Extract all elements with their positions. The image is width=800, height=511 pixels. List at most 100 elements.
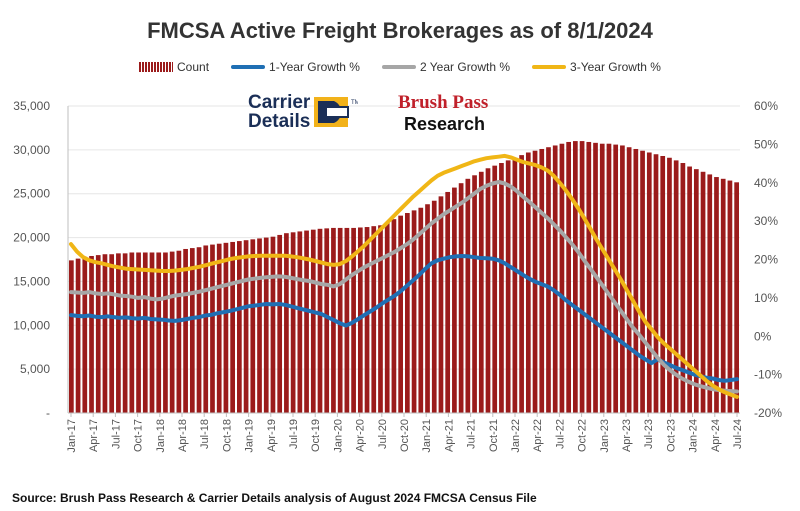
bar-count [499, 163, 504, 413]
bar-count [149, 252, 155, 413]
bar-count [250, 239, 256, 413]
brush-logo-line1: Brush Pass [398, 92, 489, 113]
bar-count [734, 182, 739, 413]
bar-count [512, 157, 518, 413]
bar-count [613, 144, 619, 413]
carrier-logo-tm: TM [351, 100, 358, 106]
x-tick-label: Jan-24 [688, 419, 700, 453]
bar-count [371, 226, 377, 413]
y-right-tick-label: 30% [754, 214, 778, 228]
bar-count [290, 232, 296, 413]
bar-count [237, 241, 242, 413]
bar-count [324, 228, 330, 413]
x-tick-label: Oct-19 [310, 419, 322, 452]
bar-count [411, 210, 417, 413]
bar-count [667, 157, 672, 413]
x-tick-label: Jul-21 [466, 419, 478, 449]
bar-count [418, 207, 424, 413]
bar-count [75, 258, 81, 413]
carrier-logo-line2: Details [248, 111, 311, 132]
legend-item-3yr: 3-Year Growth % [532, 60, 661, 74]
x-tick-label: Apr-24 [710, 419, 722, 452]
bar-count [425, 204, 430, 413]
x-tick-label: Jan-18 [155, 419, 167, 453]
bar-count [95, 255, 101, 413]
legend-item-2yr: 2 Year Growth % [381, 60, 511, 74]
bar-count [270, 236, 276, 413]
y-right-tick-label: 50% [754, 137, 778, 151]
bar-count [210, 244, 215, 413]
bar-count [438, 196, 444, 413]
bar-count [102, 254, 108, 413]
y-left-tick-label: 10,000 [13, 318, 50, 332]
legend-swatch-1yr [231, 65, 266, 69]
x-tick-label: Apr-23 [621, 419, 633, 452]
legend-swatch-2yr [381, 65, 416, 69]
series-line-1 [69, 254, 739, 383]
x-tick-label: Oct-22 [577, 419, 589, 452]
bar-count [277, 234, 283, 413]
bar-count [714, 177, 719, 413]
y-right-tick-label: 40% [754, 176, 778, 190]
y-left-tick-label: 5,000 [20, 362, 50, 376]
bar-count [680, 163, 686, 413]
bar-count [142, 252, 148, 413]
chart-title: FMCSA Active Freight Brokerages as of 8/… [147, 18, 653, 43]
x-tick-label: Jul-24 [732, 419, 744, 449]
bar-count [405, 213, 410, 413]
bar-count [378, 225, 383, 413]
x-tick-label: Jul-18 [199, 419, 211, 449]
y-left-tick-label: 25,000 [13, 187, 50, 201]
y-left-tick-label: - [46, 406, 50, 420]
y-left-tick-label: 30,000 [13, 143, 50, 157]
bar-count [384, 222, 390, 413]
x-tick-label: Oct-21 [488, 419, 500, 452]
x-tick-label: Jul-23 [643, 419, 655, 449]
bar-count [69, 260, 74, 413]
bar-count [156, 252, 162, 413]
y-left-tick-label: 15,000 [13, 274, 50, 288]
bar-count [216, 243, 222, 413]
bar-count [693, 169, 699, 413]
bar-count [196, 247, 202, 413]
x-tick-label: Apr-18 [177, 419, 189, 452]
bar-count [344, 227, 350, 413]
bar-count [559, 143, 565, 413]
x-tick-label: Apr-22 [532, 419, 544, 452]
bar-count [337, 227, 343, 413]
y-right-tick-label: 10% [754, 291, 778, 305]
y-right-tick-label: 60% [754, 99, 778, 113]
bar-count [539, 148, 545, 414]
legend-item-count: Count [139, 60, 209, 74]
bar-count [646, 152, 652, 413]
legend-label-2yr: 2 Year Growth % [419, 60, 511, 74]
bar-count [626, 147, 632, 413]
x-tick-label: Jul-20 [377, 419, 389, 449]
bar-count [230, 241, 235, 413]
x-tick-label: Jan-20 [332, 419, 344, 453]
bar-count [169, 251, 175, 413]
bar-count [257, 238, 262, 413]
x-tick-label: Jul-17 [110, 419, 122, 449]
bar-count [304, 230, 309, 413]
x-tick-label: Apr-20 [355, 419, 367, 452]
series-line-3 [69, 153, 739, 399]
bar-count [472, 175, 477, 413]
bar-count [297, 231, 303, 413]
carrier-logo-line1: Carrier [248, 92, 311, 113]
bar-count [223, 242, 229, 413]
chart-legend: Count 1-Year Growth % 2 Year Growth % 3-… [0, 60, 800, 74]
bar-count [284, 233, 289, 413]
bar-count [136, 252, 141, 413]
bar-count [203, 245, 209, 413]
bar-count [317, 228, 323, 413]
y-left-tick-label: 35,000 [13, 99, 50, 113]
bar-count [546, 147, 551, 413]
bar-count [519, 155, 524, 413]
bar-count [263, 237, 269, 413]
bar-count [633, 148, 639, 414]
x-tick-label: Jul-19 [288, 419, 300, 449]
bar-count [129, 252, 135, 413]
